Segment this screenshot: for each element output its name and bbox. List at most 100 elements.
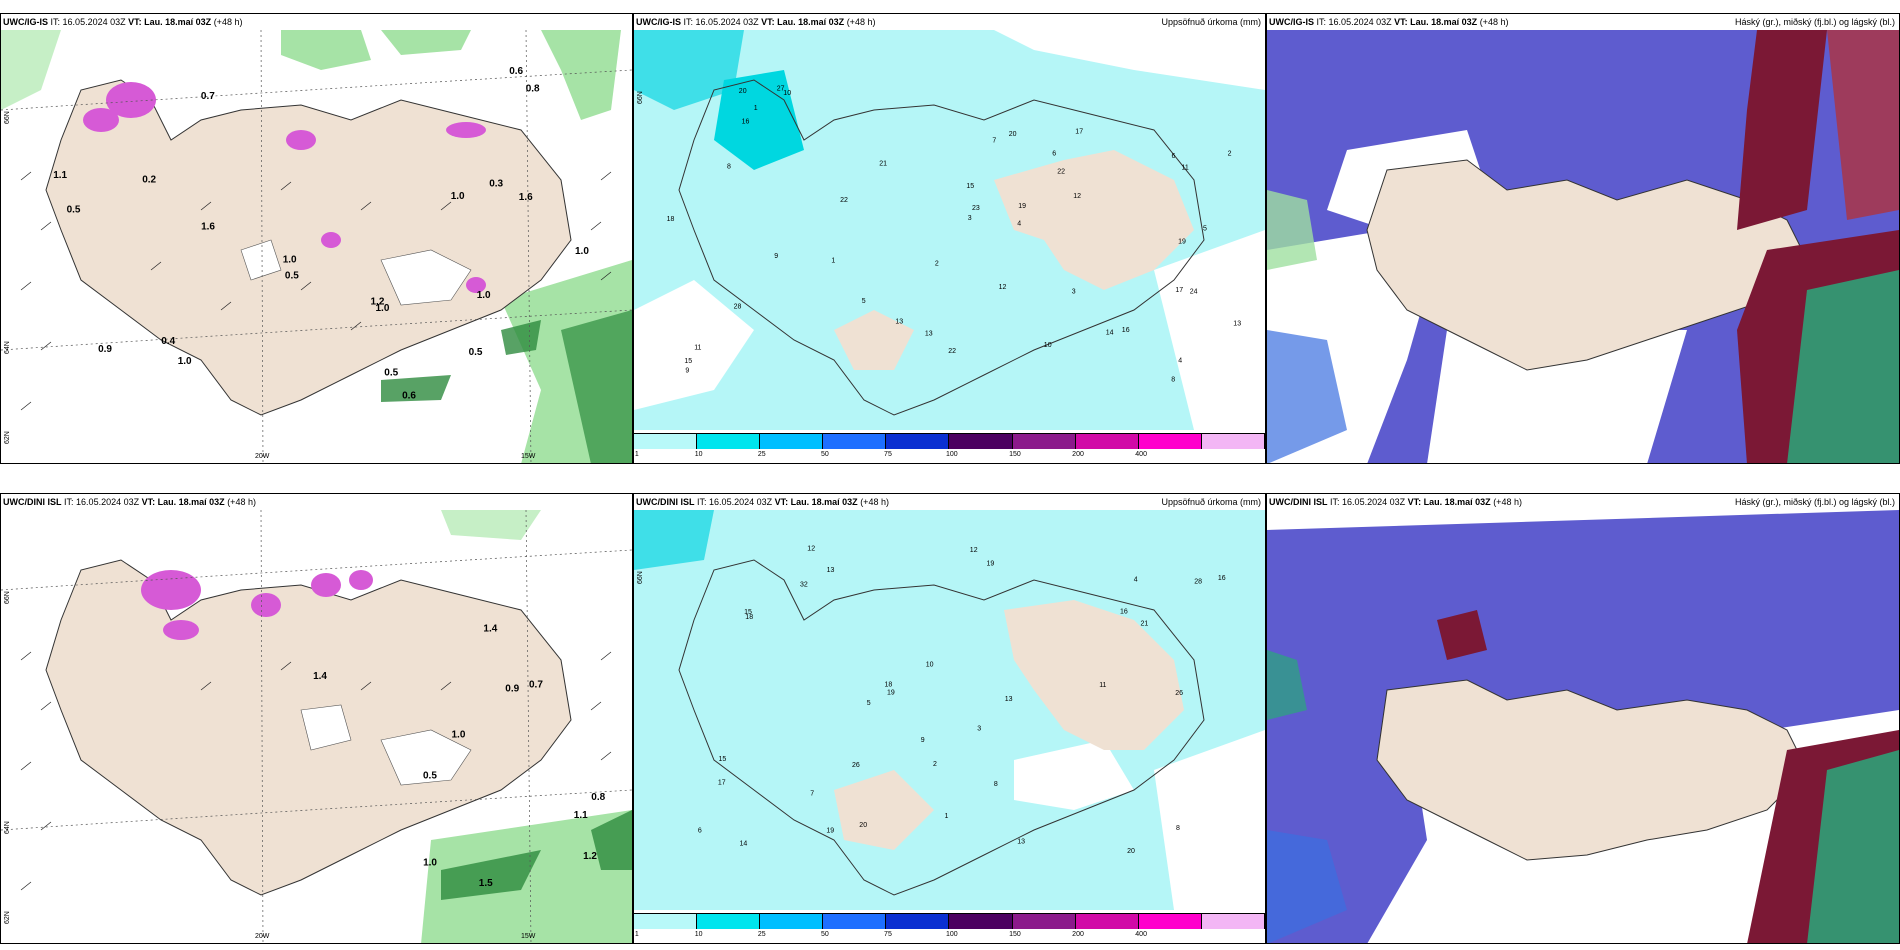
scale-segment — [760, 434, 824, 449]
wind-value-label: 0.5 — [67, 204, 81, 215]
precip-point-value: 6 — [1052, 150, 1056, 157]
precip-point-value: 27 — [777, 86, 785, 93]
precip-point-value: 20 — [739, 88, 747, 95]
precip-point-values: 3226192017181319262816131516201914211213… — [698, 545, 1226, 855]
precip-point-value: 5 — [862, 298, 866, 305]
panel-dini-wind: UWC/DINI ISL IT: 16.05.2024 03Z VT: Lau.… — [0, 493, 633, 944]
scale-segment — [634, 914, 698, 929]
scale-label: 50 — [820, 451, 829, 458]
svg-text:20W: 20W — [255, 933, 270, 940]
wind-value-label: 1.6 — [519, 192, 533, 203]
scale-label: 25 — [757, 451, 766, 458]
wind-value-label: 0.5 — [469, 347, 483, 358]
scale-label: 100 — [945, 931, 958, 938]
panel-title: Uppsöfnuð úrkoma (mm) — [1161, 17, 1261, 27]
svg-text:64N: 64N — [4, 821, 11, 834]
precip-point-value: 28 — [734, 304, 742, 311]
precip-point-value: 19 — [1018, 203, 1026, 210]
precip-point-value: 21 — [879, 161, 887, 168]
precip-point-value: 15 — [684, 358, 692, 365]
wind-value-label: 0.3 — [489, 179, 503, 190]
precip-point-value: 32 — [800, 581, 808, 588]
scale-segment — [949, 434, 1013, 449]
svg-text:62N: 62N — [4, 431, 11, 444]
precip-point-value: 18 — [667, 216, 675, 223]
scale-segment — [823, 434, 887, 449]
cloud-map — [1267, 30, 1899, 463]
wind-value-label: 0.5 — [285, 270, 299, 281]
precip-point-value: 9 — [921, 737, 925, 744]
wind-value-label: 0.2 — [142, 175, 156, 186]
precip-point-value: 21 — [1141, 621, 1149, 628]
wind-value-label: 1.0 — [575, 246, 589, 257]
scale-label: 50 — [820, 931, 829, 938]
panel-header: UWC/IG-IS IT: 16.05.2024 03Z VT: Lau. 18… — [636, 17, 876, 27]
precip-point-value: 16 — [1218, 575, 1226, 582]
wind-value-label: 0.4 — [161, 336, 175, 347]
precip-point-value: 8 — [1171, 377, 1175, 384]
wind-value-label: 0.7 — [529, 680, 543, 691]
precip-point-value: 23 — [972, 205, 980, 212]
scale-segment — [949, 914, 1013, 929]
scale-segment — [760, 914, 824, 929]
wind-value-label: 0.8 — [591, 792, 605, 803]
wind-value-label: 1.0 — [178, 356, 192, 367]
precip-point-value: 20 — [1127, 848, 1135, 855]
precip-point-value: 9 — [685, 368, 689, 375]
scale-segment — [886, 434, 950, 449]
wind-value-label: 0.9 — [505, 683, 519, 694]
precip-point-value: 19 — [826, 828, 834, 835]
precip-point-value: 26 — [852, 762, 860, 769]
scale-label: 10 — [694, 931, 703, 938]
precip-point-value: 6 — [698, 827, 702, 834]
precip-map: 66N — [634, 30, 1265, 430]
precip-point-value: 13 — [1017, 839, 1025, 846]
panel-ig-cloud: UWC/IG-IS IT: 16.05.2024 03Z VT: Lau. 18… — [1266, 13, 1900, 464]
precip-scale-labels: 1 10 25 50 75 100 150 200 400 — [634, 451, 1265, 461]
precip-point-value: 16 — [742, 119, 750, 126]
scale-segment — [1138, 914, 1202, 929]
scale-segment — [697, 434, 761, 449]
panel-title: Háský (gr.), miðský (fj.bl.) og lágský (… — [1734, 497, 1895, 507]
precip-point-value: 17 — [1175, 287, 1183, 294]
precip-point-value: 2 — [933, 761, 937, 768]
precip-point-value: 1 — [754, 105, 758, 112]
wind-value-label: 0.5 — [423, 771, 437, 782]
svg-text:15W: 15W — [521, 933, 536, 940]
wind-value-label: 1.0 — [451, 191, 465, 202]
precip-point-value: 10 — [783, 90, 791, 97]
scale-label: 75 — [884, 931, 892, 938]
wind-value-label: 1.2 — [583, 851, 597, 862]
panel-header: UWC/DINI ISL IT: 16.05.2024 03Z VT: Lau.… — [636, 497, 889, 507]
wind-value-label: 0.7 — [201, 91, 215, 102]
panel-header: UWC/DINI ISL IT: 16.05.2024 03Z VT: Lau.… — [3, 497, 256, 507]
precip-point-value: 18 — [885, 682, 893, 689]
precip-point-value: 9 — [774, 253, 778, 260]
scale-label: 150 — [1009, 451, 1021, 458]
scale-label: 25 — [757, 931, 766, 938]
wind-value-labels: 0.5 0.8 0.9 1.1 1.0 1.4 0.7 1.4 1.2 1.5 1.0 — [313, 623, 606, 889]
precip-point-value: 10 — [1044, 342, 1052, 349]
precip-point-value: 2 — [1228, 150, 1232, 157]
precip-point-value: 8 — [1176, 825, 1180, 832]
panel-header: UWC/IG-IS IT: 16.05.2024 03Z VT: Lau. 18… — [3, 17, 243, 27]
precip-point-value: 12 — [1073, 193, 1081, 200]
precip-point-value: 13 — [827, 567, 835, 574]
wind-value-label: 1.2 — [371, 297, 385, 308]
svg-text:20W: 20W — [255, 453, 270, 460]
precip-color-scale — [634, 433, 1265, 449]
svg-text:15W: 15W — [521, 453, 536, 460]
svg-text:62N: 62N — [4, 911, 11, 924]
precip-point-value: 22 — [1057, 169, 1065, 176]
scale-label: 200 — [1072, 451, 1084, 458]
precip-point-values: 2819171320161522241110121922201386439172… — [667, 86, 1242, 384]
scale-segment — [1012, 434, 1076, 449]
precip-point-value: 15 — [744, 609, 752, 616]
scale-segment — [1201, 914, 1265, 929]
scale-label: 1 — [634, 931, 639, 938]
wind-value-labels: 0.60.70.40.2 0.30.51.01.60.51.00.91.11.01… — [53, 66, 589, 401]
precip-point-value: 12 — [999, 284, 1007, 291]
cloud-map — [1267, 510, 1899, 943]
precip-point-value: 17 — [1075, 129, 1083, 136]
wind-value-label: 0.6 — [509, 66, 523, 77]
